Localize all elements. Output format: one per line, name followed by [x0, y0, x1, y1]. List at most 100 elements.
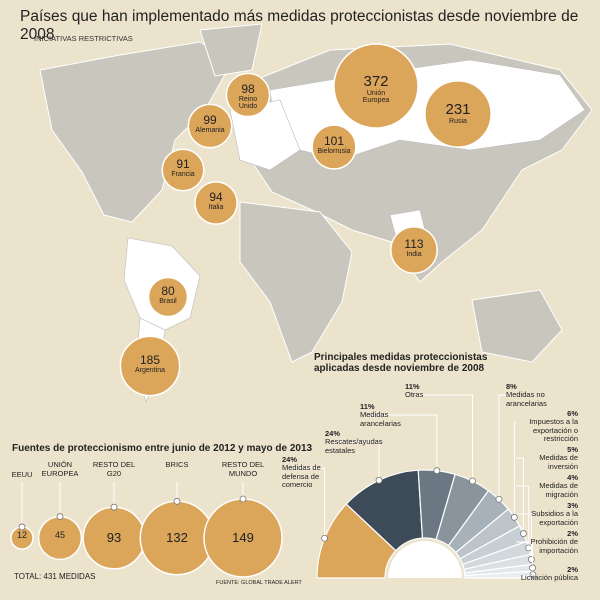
chart-title: Fuentes de proteccionismo entre junio de…	[12, 443, 313, 454]
segment-label: 2% Licitación pública	[516, 565, 578, 583]
dot	[375, 476, 383, 484]
dot	[110, 503, 118, 511]
percent-label: 2%	[567, 565, 578, 574]
bubble-value: 94	[209, 190, 223, 204]
chart-title: Principales medidas proteccionistas apli…	[314, 352, 488, 374]
category-label: EEUU	[11, 470, 33, 479]
bubble-label: 101 Bielorrusia	[304, 135, 364, 155]
dot	[495, 495, 503, 503]
bubble-name: Brasil	[159, 297, 177, 305]
bubble-label: 91 Francia	[153, 158, 213, 178]
bubble-label: 98 Reino Unido	[218, 83, 278, 110]
segment-name: Prohibición de importación	[530, 537, 578, 555]
leader	[370, 414, 438, 471]
segment-name: Rescates/ayudas estatales	[325, 437, 383, 455]
bubble-value: 101	[323, 134, 345, 148]
dot	[56, 513, 64, 520]
annotation: FUENTE: GLOBAL TRADE ALERT	[216, 580, 302, 586]
bubble-name: Rusia	[449, 117, 467, 125]
segment-label: 11% Medidas arancelarias	[360, 402, 416, 428]
bubble-name: Alemania	[195, 126, 225, 134]
bubble-value: 80	[161, 284, 175, 298]
bubble-value: 98	[241, 82, 255, 96]
bubble-label: 231 Rusia	[428, 102, 488, 125]
category-label: RESTO DEL G20	[92, 460, 136, 478]
dot	[510, 513, 518, 521]
bubble	[225, 72, 271, 118]
title: Países que han implementado más medidas …	[20, 8, 579, 43]
segment-name: Impuestos a la exportación o restricción	[529, 417, 578, 443]
bubble-value: 12	[16, 530, 27, 540]
leader	[516, 485, 530, 548]
segment-label: 24% Medidas de defensa de comercio	[282, 455, 338, 489]
bubble	[147, 276, 189, 318]
bubble-label: 113 India	[384, 238, 444, 258]
percent-label: 11%	[405, 382, 420, 391]
segment-label: 8% Medidas no arancelarias	[506, 382, 562, 408]
segment-label: 24% Rescates/ayudas estatales	[325, 429, 383, 455]
segment-label: 6% Impuestos a la exportación o restricci…	[516, 409, 578, 443]
segment-name: Licitación pública	[520, 573, 578, 583]
leader	[498, 394, 516, 500]
dot	[18, 523, 26, 531]
leader	[516, 541, 534, 568]
bubble-name: Francia	[171, 170, 195, 178]
leader	[516, 513, 532, 560]
subtitle: INICIATIVAS RESTRICTIVAS	[34, 34, 133, 43]
segment-label: 4% Medidas de migración	[516, 473, 578, 499]
bubble-label: 94 Italia	[186, 191, 246, 211]
dot	[321, 534, 328, 542]
segment-name: Medidas no arancelarias	[506, 390, 547, 408]
percent-label: 8%	[506, 382, 517, 391]
segment-label: 11% Otras	[405, 382, 461, 400]
dot	[433, 467, 441, 475]
bubble	[187, 103, 233, 149]
bubble-label: 80 Brasil	[138, 285, 198, 305]
bubble	[424, 80, 492, 148]
category-label: UNIÓN EUROPEA	[41, 460, 79, 478]
bubble-name: Unión Europea	[362, 89, 390, 105]
dot	[469, 477, 476, 485]
bubble-name: Bielorrusia	[317, 147, 351, 155]
inner-ring	[388, 541, 462, 578]
bubble	[194, 181, 238, 225]
bubble-value: 132	[166, 530, 188, 545]
bubble-label: 99 Alemania	[180, 114, 240, 134]
bubble-value: 185	[139, 353, 161, 367]
bubble-value: 91	[176, 157, 190, 171]
bubble	[161, 148, 205, 192]
percent-label: 5%	[567, 445, 578, 454]
bubble-label: 185 Argentina	[120, 354, 180, 374]
percent-label: 2%	[567, 529, 578, 538]
annotation: TOTAL: 431 MEDIDAS	[14, 572, 96, 581]
leader	[516, 457, 524, 534]
percent-label: 24%	[325, 429, 341, 438]
bubble	[119, 335, 181, 397]
bubble-value: 99	[203, 113, 217, 127]
segment-name: Otras	[405, 390, 424, 400]
bubble-name: Italia	[208, 203, 224, 211]
bubble	[390, 226, 438, 274]
segment-name: Medidas arancelarias	[360, 410, 401, 428]
segment-name: Medidas de migración	[539, 481, 578, 499]
dot	[527, 556, 535, 563]
percent-label: 4%	[567, 473, 578, 482]
dot	[529, 571, 537, 579]
segment-name: Medidas de defensa de comercio	[282, 463, 321, 489]
bubble	[333, 43, 419, 129]
dot	[239, 495, 247, 503]
category-label: BRICS	[165, 460, 189, 469]
bubble-label: 372 Unión Europea	[346, 74, 406, 104]
percent-label: 24%	[282, 455, 298, 464]
bubble-value: 372	[363, 73, 389, 90]
bubble-value: 45	[54, 530, 65, 540]
percent-label: 11%	[360, 402, 375, 411]
bubble-name: Reino Unido	[238, 95, 258, 110]
bubble-name: Argentina	[135, 366, 165, 374]
bubble-value: 231	[445, 101, 471, 118]
segment-label: 5% Medidas de inversión	[516, 445, 578, 471]
bubble-value: 113	[404, 237, 424, 251]
bubble-value: 93	[106, 530, 122, 545]
percent-label: 6%	[567, 409, 578, 418]
